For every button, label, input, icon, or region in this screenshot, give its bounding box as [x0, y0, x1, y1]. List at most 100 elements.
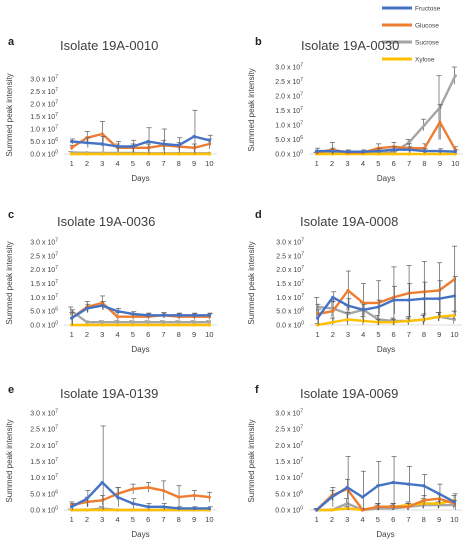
y-tick-label: 5.0 x 106 — [30, 307, 58, 316]
data-point — [192, 323, 196, 327]
data-point — [177, 313, 181, 317]
x-axis-label: Days — [376, 530, 394, 539]
series-sucrose — [68, 306, 211, 324]
data-point — [100, 152, 104, 156]
x-tick-label: 6 — [392, 159, 396, 168]
data-point — [207, 323, 211, 327]
data-point — [346, 288, 350, 293]
data-point — [192, 320, 196, 324]
y-tick-label: 2.5 x 107 — [276, 251, 304, 260]
data-point — [161, 320, 166, 324]
y-tick-label: 2.0 x 107 — [275, 441, 303, 450]
x-tick-label: 7 — [161, 159, 165, 168]
x-tick-label: 8 — [177, 515, 181, 524]
series-fructose — [70, 425, 213, 510]
data-point — [207, 506, 211, 510]
panel-letter: d — [255, 209, 262, 221]
y-tick-label: 1.5 x 107 — [30, 279, 58, 288]
x-axis-label: Days — [377, 174, 395, 183]
y-tick-label: 2.0 x 107 — [30, 441, 58, 450]
data-point — [100, 132, 104, 136]
x-tick-label: 2 — [331, 330, 335, 339]
x-tick-label: 2 — [85, 159, 89, 168]
data-point — [422, 149, 427, 153]
data-point — [131, 323, 135, 327]
panel-title: Isolate 19A-0069 — [300, 386, 398, 401]
data-point — [131, 144, 135, 149]
series-line — [70, 301, 211, 320]
data-point — [346, 317, 350, 322]
series-line — [316, 314, 456, 327]
panel-a: a Isolate 19A-0010 0.0 x 100 5.0 x 106 1.0 x… — [5, 36, 217, 183]
y-tick-label: 1.5 x 107 — [30, 112, 58, 121]
data-point — [70, 139, 74, 144]
series-xylose — [70, 323, 211, 327]
x-axis-label: Days — [377, 345, 395, 354]
data-point — [161, 142, 166, 146]
panel-letter: f — [255, 384, 259, 396]
x-tick-label: 9 — [437, 330, 441, 339]
data-point — [331, 295, 335, 299]
x-axis-label: Days — [131, 174, 149, 183]
data-point — [192, 313, 196, 317]
panel-letter: a — [8, 36, 15, 48]
data-point — [437, 297, 441, 301]
data-point — [85, 323, 89, 327]
x-tick-label: 8 — [177, 159, 181, 168]
panel-title: Isolate 19A-0008 — [300, 214, 398, 229]
y-tick-label: 2.5 x 107 — [30, 87, 58, 96]
data-point — [85, 306, 89, 310]
x-tick-label: 9 — [192, 330, 196, 339]
panel-title: Isolate 19A-0139 — [60, 386, 158, 401]
data-point — [406, 482, 411, 486]
x-tick-label: 10 — [450, 330, 458, 339]
series-line — [315, 148, 457, 153]
x-tick-label: 9 — [437, 515, 441, 524]
data-point — [131, 508, 135, 512]
series-sucrose — [313, 66, 457, 155]
panel-d: d Isolate 19A-0008 0.0 x 100 5.0 x 106 1.0 x… — [247, 209, 462, 354]
data-point — [146, 313, 150, 317]
data-point — [146, 320, 150, 324]
x-tick-label: 4 — [361, 330, 365, 339]
x-tick-label: 7 — [161, 515, 165, 524]
data-point — [207, 138, 211, 142]
data-point — [131, 487, 135, 491]
legend-label-sucrose: Sucrose — [415, 40, 439, 47]
data-point — [177, 495, 181, 499]
data-point — [146, 323, 150, 327]
data-point — [392, 152, 396, 156]
data-point — [376, 484, 380, 488]
data-point — [407, 298, 411, 302]
data-point — [115, 495, 120, 499]
data-point — [131, 312, 135, 316]
y-tick-label: 0.0 x 100 — [275, 506, 303, 515]
data-point — [85, 152, 89, 156]
data-point — [115, 320, 120, 324]
series-line — [315, 74, 457, 155]
y-tick-label: 5.0 x 106 — [275, 489, 303, 498]
data-point — [177, 506, 181, 510]
y-tick-label: 2.0 x 107 — [30, 265, 58, 274]
x-tick-label: 5 — [131, 330, 135, 339]
x-tick-label: 6 — [146, 515, 150, 524]
data-point — [161, 313, 166, 317]
data-point — [331, 320, 335, 324]
x-tick-label: 1 — [70, 159, 74, 168]
data-point — [361, 301, 365, 305]
x-tick-label: 3 — [345, 159, 349, 168]
data-point — [177, 152, 181, 156]
data-point — [392, 298, 396, 302]
data-point — [115, 315, 120, 319]
data-point — [315, 149, 319, 153]
series-line — [315, 502, 456, 512]
x-tick-label: 7 — [161, 330, 165, 339]
panel-letter: e — [8, 384, 14, 396]
series-glucose — [315, 245, 458, 325]
series-glucose — [69, 295, 213, 324]
x-tick-label: 4 — [115, 330, 119, 339]
data-point — [192, 493, 196, 498]
y-tick-label: 1.0 x 107 — [30, 125, 58, 134]
y-axis-label: Summed peak intensity — [5, 241, 14, 324]
